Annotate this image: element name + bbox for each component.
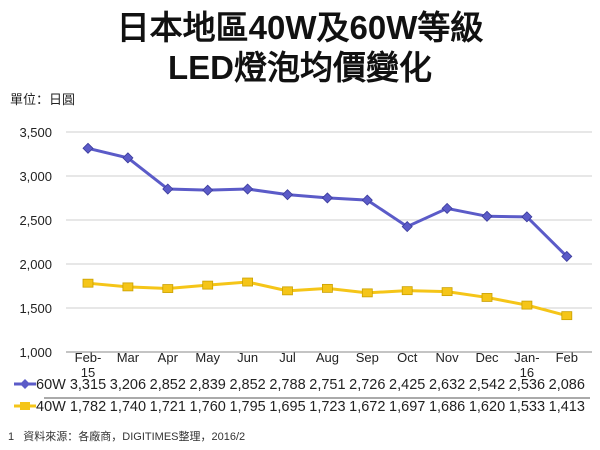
data-table-cell: 3,206 <box>110 377 146 393</box>
x-tick-label: Feb- <box>75 350 102 365</box>
data-point <box>281 189 294 201</box>
legend-marker <box>20 402 30 410</box>
data-point <box>282 286 293 296</box>
chart-title-line2: LED燈泡均價變化 <box>168 49 432 86</box>
data-point <box>82 278 94 288</box>
data-table-cell: 2,086 <box>549 377 585 393</box>
data-table-cell: 1,740 <box>110 399 146 415</box>
x-tick-label: Jan- <box>514 350 539 365</box>
data-point <box>521 300 533 310</box>
data-table-cell: 1,695 <box>269 399 305 415</box>
data-point <box>481 210 493 222</box>
data-table-cell: 2,839 <box>190 377 226 393</box>
data-point <box>202 184 214 196</box>
y-tick-label: 1,000 <box>19 345 52 360</box>
data-table-cell: 2,852 <box>229 377 265 393</box>
data-point <box>361 194 373 206</box>
y-tick-label: 2,500 <box>19 213 52 228</box>
x-tick-label: Mar <box>117 350 140 365</box>
data-point <box>122 282 134 292</box>
data-point <box>401 221 413 233</box>
x-tick-label: Nov <box>436 350 460 365</box>
data-point <box>122 152 134 164</box>
x-tick-label: Jun <box>237 350 258 365</box>
source-text: 資料來源：各廠商，DIGITIMES整理，2016/2 <box>23 431 246 443</box>
data-table-cell: 1,721 <box>150 399 186 415</box>
x-tick-label: Dec <box>475 350 499 365</box>
x-tick-label: 15 <box>81 365 95 380</box>
data-point <box>441 202 453 214</box>
legend-marker <box>20 379 30 389</box>
data-point <box>481 293 493 302</box>
data-table-cell: 1,533 <box>509 399 545 415</box>
data-table-cell: 2,788 <box>269 377 305 393</box>
data-table-cell: 1,686 <box>429 399 465 415</box>
legend-label: 60W <box>36 377 66 393</box>
data-point <box>521 211 533 223</box>
y-tick-label: 2,000 <box>19 257 52 272</box>
data-point <box>561 250 573 262</box>
data-table-cell: 2,726 <box>349 377 385 393</box>
x-tick-label: Apr <box>158 350 179 365</box>
x-tick-label: May <box>195 350 220 365</box>
x-tick-label: Sep <box>356 350 379 365</box>
data-point <box>321 192 333 204</box>
y-tick-label: 1,500 <box>19 301 52 316</box>
data-table-cell: 1,413 <box>549 399 585 415</box>
x-tick-label: Oct <box>397 350 418 365</box>
data-table-cell: 1,782 <box>70 399 106 415</box>
data-table-cell: 1,723 <box>309 399 345 415</box>
data-table-cell: 1,620 <box>469 399 505 415</box>
legend-label: 40W <box>36 399 66 415</box>
data-point <box>441 287 453 297</box>
data-point <box>162 284 174 293</box>
x-tick-label: Jul <box>279 350 296 365</box>
footnote-number: 1 <box>8 431 15 443</box>
x-tick-label: 16 <box>520 365 534 380</box>
data-point <box>361 288 373 298</box>
data-point <box>561 311 573 321</box>
y-tick-label: 3,000 <box>19 169 52 184</box>
data-point <box>242 183 254 195</box>
data-point <box>321 283 333 293</box>
data-table-cell: 1,697 <box>389 399 425 415</box>
y-tick-label: 3,500 <box>19 125 52 140</box>
data-table-cell: 2,751 <box>309 377 345 393</box>
x-tick-label: Feb <box>556 350 578 365</box>
data-table-cell: 2,536 <box>509 377 545 393</box>
data-point <box>82 142 94 154</box>
source-note: 1 資料來源：各廠商，DIGITIMES整理，2016/2 <box>8 428 245 444</box>
data-table-cell: 2,542 <box>469 377 505 393</box>
x-tick-label: Aug <box>316 350 339 365</box>
data-point <box>162 183 174 195</box>
data-table-cell: 2,425 <box>389 377 425 393</box>
data-table-cell: 1,760 <box>190 399 226 415</box>
data-table-cell: 1,795 <box>229 399 265 415</box>
data-table-cell: 2,852 <box>150 377 186 393</box>
data-table-cell: 2,632 <box>429 377 465 393</box>
data-point <box>202 280 214 290</box>
chart-title-line1: 日本地區40W及60W等級 <box>116 9 484 46</box>
data-point <box>242 277 254 287</box>
data-table-cell: 1,672 <box>349 399 385 415</box>
unit-label: 單位：日圓 <box>10 92 76 107</box>
data-table-cell: 3,315 <box>70 377 106 393</box>
data-point <box>401 286 413 296</box>
